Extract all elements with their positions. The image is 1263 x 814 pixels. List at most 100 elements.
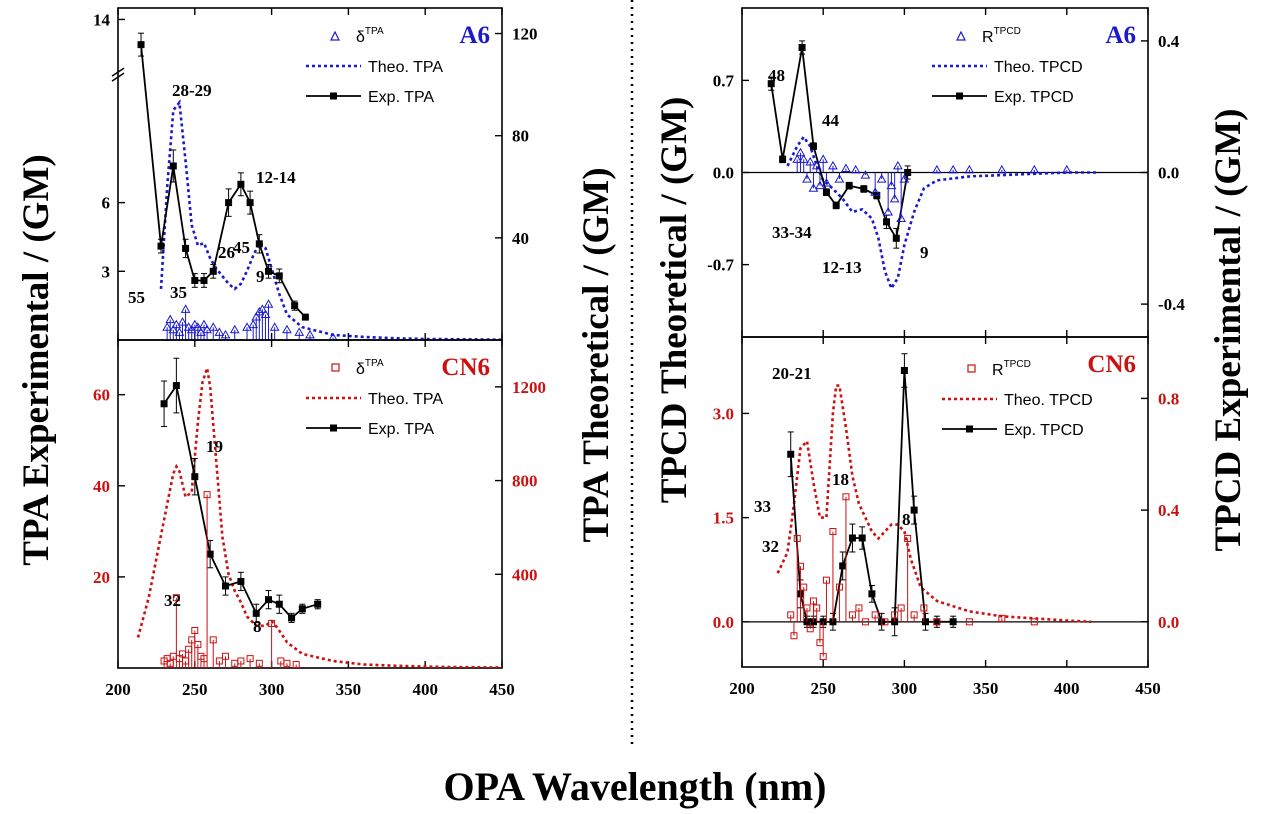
plot-area (136, 357, 502, 668)
y-left-tick-label: 6 (102, 194, 111, 213)
stick-marker (871, 611, 879, 619)
exp-point (301, 313, 309, 321)
x-tick-label: 400 (412, 680, 438, 699)
stick-marker (191, 627, 199, 635)
stick-marker (194, 641, 202, 649)
legend-theo: Theo. TPA (368, 391, 443, 408)
legend-stick-marker (967, 364, 976, 373)
stick-marker (260, 309, 271, 318)
plot-frame (117, 339, 503, 669)
exp-point (222, 582, 230, 590)
stick-marker (282, 324, 292, 334)
legend-exp: Exp. TPA (368, 421, 434, 438)
exp-point (910, 506, 918, 514)
right-axis-title: TPCD Experimental / (GM) (1208, 109, 1249, 552)
y-left-tick-label: 14 (93, 10, 111, 29)
stick-marker (899, 174, 910, 183)
legend-exp: Exp. TPA (368, 89, 434, 106)
stick-marker (795, 147, 806, 157)
stick-marker (834, 174, 845, 183)
y-left-tick-label: 3 (102, 262, 111, 281)
y-left-tick-label: 0.0 (713, 613, 734, 632)
legend-exp-marker (330, 424, 337, 432)
exp-point (191, 276, 199, 284)
stick-marker (883, 206, 894, 216)
legend-exp-marker (330, 92, 337, 100)
y-left-tick-label: 0.0 (713, 164, 734, 183)
legend-stick: RTPCD (982, 26, 1021, 46)
stick-marker (1029, 164, 1040, 174)
exp-point (900, 367, 908, 375)
stick-marker (215, 657, 223, 665)
exp-point (298, 605, 306, 613)
stick-marker (870, 187, 881, 196)
exp-point (160, 400, 168, 408)
exp-point (191, 473, 199, 481)
stick-marker (822, 576, 830, 584)
stick-marker (254, 306, 265, 316)
stick-marker (168, 324, 179, 334)
compound-tag: A6 (459, 22, 490, 49)
exp-point (767, 80, 775, 88)
stick-marker (180, 304, 191, 313)
theo-line (786, 134, 1100, 292)
y-left-tick-label: 40 (93, 477, 110, 496)
exp-point (237, 577, 245, 585)
x-axis-title: OPA Wavelength (nm) (444, 764, 827, 809)
theo-line (776, 384, 1092, 624)
stick-marker (920, 604, 928, 612)
stick-marker (876, 174, 887, 183)
stick-marker (268, 619, 276, 627)
state-annotation: 8 (902, 510, 911, 529)
stick-marker (860, 170, 871, 179)
stick-marker (214, 327, 225, 336)
left-axis-title: TPA Experimental / (GM) (16, 154, 57, 565)
stick-marker (196, 327, 206, 336)
exp-point (933, 618, 941, 626)
state-annotation: 28-29 (172, 81, 212, 100)
legend-stick: RTPCD (992, 359, 1031, 379)
legend-stick-marker (330, 30, 340, 41)
stick-marker (202, 324, 212, 334)
exp-point (809, 142, 817, 150)
state-annotation: 45 (233, 238, 250, 257)
stick-marker (809, 597, 817, 605)
compound-tag: CN6 (441, 354, 490, 381)
exp-point (904, 169, 912, 176)
exp-point (779, 155, 787, 163)
stick-marker (964, 164, 975, 174)
stick-marker (904, 534, 912, 542)
exp-point (798, 43, 806, 51)
stick-marker (998, 614, 1006, 622)
legend-stick: δTPA (356, 358, 384, 378)
exp-point (246, 199, 254, 207)
x-tick-label: 200 (729, 679, 755, 698)
stick-marker (808, 183, 819, 192)
exp-point (275, 600, 283, 608)
theo-line (159, 99, 502, 340)
stick-marker (948, 164, 958, 174)
stick-marker (835, 583, 843, 591)
y-right-tick-label: 40 (512, 229, 529, 248)
legend-stick-marker (331, 363, 340, 372)
stick-marker (893, 160, 903, 170)
stick-marker (802, 174, 812, 183)
stick-marker (965, 618, 973, 626)
exp-point (169, 162, 177, 170)
exp-point (252, 609, 260, 617)
y-right-tick-label: 80 (512, 127, 529, 146)
axis-break (111, 67, 125, 77)
exp-point (265, 596, 273, 604)
stick-marker (328, 332, 338, 340)
exp-point (255, 240, 263, 248)
stick-marker (800, 583, 808, 591)
stick-marker (891, 611, 899, 619)
center-left-axis-title: TPA Theoretical / (GM) (576, 167, 617, 542)
stick-marker (242, 322, 252, 331)
y-left-tick-label: -0.7 (707, 256, 734, 275)
stick-marker (790, 632, 798, 640)
plot-area (776, 353, 1092, 661)
stick-marker (269, 322, 280, 331)
stick-marker (889, 193, 900, 203)
compound-tag: CN6 (1087, 351, 1136, 378)
